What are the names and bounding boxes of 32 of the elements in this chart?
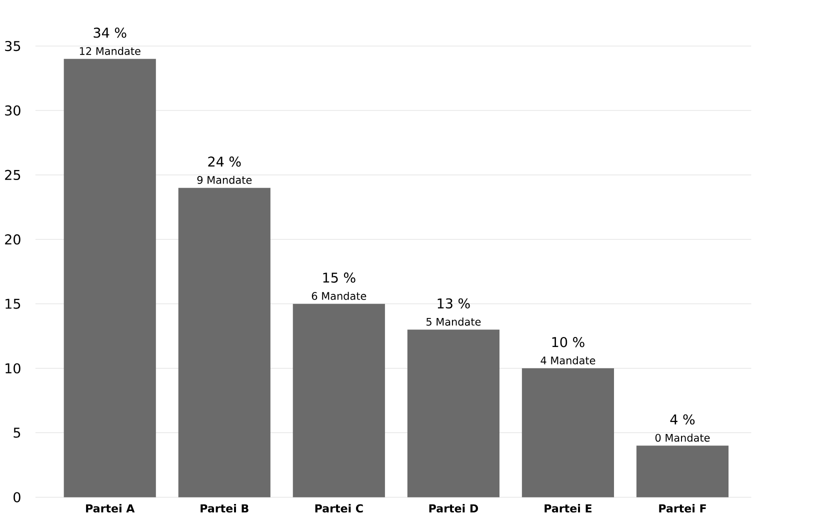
data-label: 13 % <box>438 298 470 309</box>
y-tick-label: 35 <box>5 41 20 52</box>
annotation: 6 Mandate <box>312 292 366 300</box>
x-tick-label: Partei C <box>315 504 363 513</box>
bar <box>292 304 385 498</box>
y-tick-label: 30 <box>5 105 20 116</box>
y-tick-label: 15 <box>6 298 20 309</box>
data-label: 15 % <box>323 272 356 283</box>
bar <box>522 368 614 498</box>
annotation: 4 Mandate <box>540 356 596 364</box>
bar <box>636 446 729 498</box>
x-tick-label: Partei A <box>86 504 135 513</box>
data-label: 4 % <box>670 414 695 425</box>
annotation: 12 Mandate <box>80 46 140 56</box>
x-tick-label: Partei B <box>200 504 248 513</box>
data-label: 10 % <box>552 337 584 348</box>
y-tick-label: 25 <box>5 170 20 180</box>
bar <box>407 330 500 498</box>
data-label: 24 % <box>208 156 241 167</box>
y-tick-label: 0 <box>14 492 20 502</box>
annotation: 5 Mandate <box>426 318 481 326</box>
y-tick-label: 5 <box>14 428 20 438</box>
bar <box>178 188 270 498</box>
y-tick-label: 10 <box>6 363 20 374</box>
annotation: 0 Mandate <box>655 434 710 442</box>
x-tick-label: Partei E <box>544 504 592 513</box>
bar <box>64 59 156 498</box>
x-tick-label: Partei D <box>429 504 478 513</box>
x-tick-label: Partei F <box>659 504 706 513</box>
y-tick-label: 20 <box>5 234 20 245</box>
data-label: 34 % <box>94 28 126 38</box>
annotation: 9 Mandate <box>197 176 252 184</box>
